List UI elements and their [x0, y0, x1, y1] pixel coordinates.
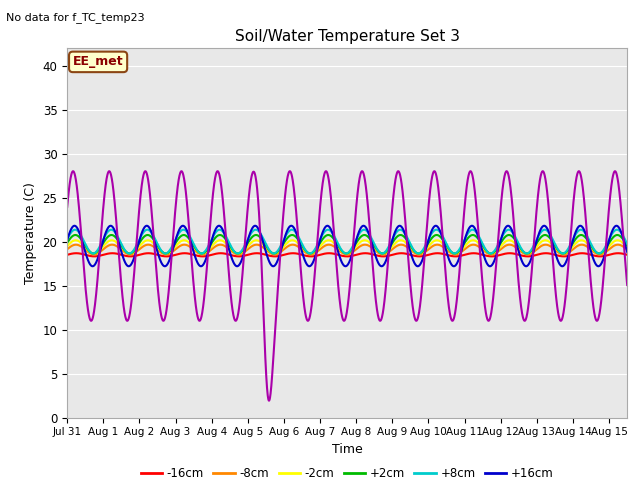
-8cm — [63, 246, 71, 252]
-16cm — [552, 252, 560, 258]
+8cm — [127, 250, 135, 256]
+64cm — [127, 300, 135, 306]
-8cm — [303, 250, 310, 256]
+16cm — [612, 223, 620, 228]
+64cm — [63, 204, 71, 210]
-8cm — [278, 248, 286, 254]
-16cm — [127, 253, 135, 259]
+8cm — [161, 251, 168, 256]
+2cm — [127, 250, 135, 256]
-16cm — [109, 251, 116, 256]
+64cm — [265, 398, 273, 404]
-16cm — [623, 252, 631, 258]
-8cm — [127, 252, 135, 257]
+64cm — [303, 316, 310, 322]
Text: EE_met: EE_met — [73, 55, 124, 68]
-2cm — [278, 245, 286, 251]
+16cm — [303, 261, 310, 266]
-8cm — [623, 247, 631, 252]
-2cm — [552, 246, 560, 252]
Line: +8cm: +8cm — [67, 230, 627, 253]
Line: +64cm: +64cm — [67, 171, 627, 401]
+64cm — [161, 317, 168, 323]
-8cm — [612, 242, 620, 248]
Line: -2cm: -2cm — [67, 240, 627, 253]
-2cm — [63, 243, 71, 249]
Line: -16cm: -16cm — [67, 253, 627, 256]
X-axis label: Time: Time — [332, 443, 363, 456]
+8cm — [278, 240, 286, 246]
+8cm — [577, 227, 585, 233]
Line: +16cm: +16cm — [67, 226, 627, 266]
-16cm — [612, 251, 620, 256]
+2cm — [161, 251, 168, 256]
-16cm — [307, 253, 315, 259]
+16cm — [623, 249, 631, 255]
Y-axis label: Temperature (C): Temperature (C) — [24, 182, 37, 284]
-2cm — [303, 249, 310, 255]
+16cm — [278, 243, 286, 249]
-8cm — [552, 248, 560, 253]
-2cm — [127, 251, 135, 256]
+8cm — [90, 251, 97, 256]
+16cm — [360, 223, 367, 228]
-2cm — [612, 238, 620, 243]
+16cm — [89, 264, 97, 269]
Title: Soil/Water Temperature Set 3: Soil/Water Temperature Set 3 — [235, 29, 460, 44]
+2cm — [278, 243, 286, 249]
+2cm — [125, 251, 133, 256]
Legend: +64cm: +64cm — [129, 477, 207, 480]
+16cm — [63, 237, 71, 243]
-8cm — [161, 251, 168, 257]
Line: -8cm: -8cm — [67, 245, 627, 254]
-16cm — [278, 252, 286, 258]
+64cm — [623, 282, 631, 288]
-8cm — [271, 252, 278, 257]
+2cm — [303, 249, 310, 254]
+8cm — [552, 243, 560, 249]
+8cm — [63, 236, 71, 242]
+16cm — [552, 253, 560, 259]
-16cm — [63, 252, 71, 258]
+16cm — [127, 262, 135, 267]
-16cm — [303, 253, 310, 259]
-2cm — [162, 251, 170, 256]
-16cm — [161, 253, 168, 259]
+16cm — [161, 264, 168, 269]
+8cm — [623, 241, 631, 247]
+64cm — [278, 224, 286, 230]
+2cm — [552, 244, 560, 250]
+2cm — [623, 243, 631, 249]
+64cm — [612, 171, 620, 177]
-2cm — [578, 238, 586, 243]
+8cm — [612, 227, 620, 233]
-2cm — [623, 245, 631, 251]
+64cm — [552, 296, 560, 301]
+64cm — [106, 168, 113, 174]
Line: +2cm: +2cm — [67, 235, 627, 253]
-2cm — [161, 251, 168, 256]
+2cm — [612, 232, 620, 238]
-8cm — [614, 242, 621, 248]
+2cm — [614, 232, 621, 238]
+8cm — [303, 249, 310, 254]
+2cm — [63, 240, 71, 246]
Text: No data for f_TC_temp23: No data for f_TC_temp23 — [6, 12, 145, 23]
